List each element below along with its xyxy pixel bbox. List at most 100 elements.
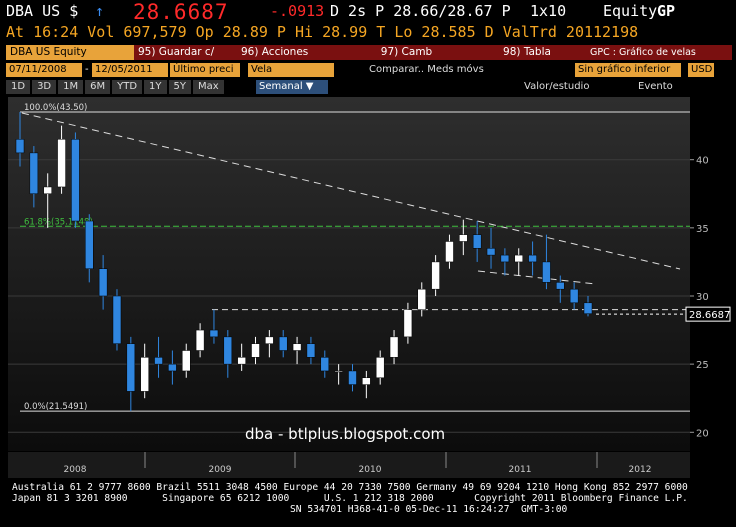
- candle-body: [209, 329, 219, 338]
- candle-body: [251, 343, 260, 358]
- footer-line: SN 534701 H368-41-0 05-Dec-11 16:24:27 G…: [290, 504, 568, 515]
- candle-body: [223, 336, 233, 365]
- x-tick-label: 2011: [509, 465, 532, 475]
- button[interactable]: 97) Camb: [345, 45, 468, 60]
- plot-area: [8, 97, 690, 451]
- chart-kind[interactable]: GPC : Gráfico de velas: [586, 45, 732, 60]
- security-input[interactable]: DBA US Equity: [6, 45, 134, 60]
- candle-body: [98, 268, 108, 297]
- candle-body: [181, 350, 191, 372]
- y-tick-label: 20: [696, 428, 709, 439]
- x-axis-strip: [8, 452, 690, 478]
- range-button[interactable]: 1Y: [144, 80, 167, 94]
- x-tick-label: 2009: [209, 465, 232, 475]
- candle-body: [57, 139, 66, 188]
- candle-body: [154, 357, 163, 365]
- button[interactable]: 95) Guardar c/: [134, 45, 237, 60]
- range-button[interactable]: 1D: [6, 80, 31, 94]
- candle-body: [320, 357, 330, 372]
- candle-body: [514, 254, 523, 263]
- style[interactable]: Vela: [248, 63, 334, 77]
- x-tick-label: 2008: [64, 465, 87, 475]
- candle-body: [362, 377, 371, 385]
- compare[interactable]: Comparar.. Meds móvs: [369, 64, 484, 75]
- candle-body: [403, 309, 413, 338]
- stats: At 16:24 Vol 697,579 Op 28.89 P Hi 28.99…: [6, 23, 639, 41]
- start-date[interactable]: 07/11/2008: [6, 63, 82, 77]
- candle-body: [237, 357, 246, 365]
- period[interactable]: Semanal ▼: [256, 80, 328, 94]
- candle-body: [389, 336, 399, 358]
- range-button[interactable]: YTD: [112, 80, 143, 94]
- level-label: 100.0%(43.50): [24, 103, 87, 113]
- range-button[interactable]: 6M: [85, 80, 111, 94]
- candle-body: [500, 254, 510, 263]
- range-button[interactable]: 5Y: [168, 80, 192, 94]
- candle-body: [431, 261, 440, 290]
- quote: D 2s P 28.66/28.67 P: [330, 2, 511, 20]
- candle-body: [417, 288, 427, 310]
- candle-body: [112, 295, 122, 344]
- candle-body: [445, 241, 454, 263]
- range-bar: 1D 3D 1M 6M YTD 1Y 5Y Max: [6, 80, 224, 94]
- last-price-box: [685, 306, 731, 322]
- event[interactable]: Evento: [638, 81, 673, 92]
- chart: 20 25 30 35 40 2008 2009 2010 2011 2012 100.0%(43.…: [8, 97, 731, 478]
- range-button[interactable]: 1M: [58, 80, 84, 94]
- annotation: dba - btlplus.blogspot.com: [245, 425, 445, 443]
- candle-body: [375, 357, 385, 379]
- candle-body: [348, 370, 357, 385]
- candle-body: [334, 370, 343, 373]
- candle-body: [486, 248, 496, 256]
- candle-body: [43, 186, 52, 195]
- candle-body: [583, 302, 593, 314]
- function: Equity: [603, 2, 658, 20]
- range-button[interactable]: 3D: [32, 80, 57, 94]
- y-tick-label: 30: [696, 292, 709, 303]
- dash: -: [85, 64, 89, 75]
- trend-line: [21, 112, 681, 270]
- candle-body: [306, 343, 316, 358]
- footer-line: Japan 81 3 3201 8900 Singapore 65 6212 1…: [12, 493, 688, 504]
- candle-body: [528, 254, 537, 263]
- candle-body: [29, 152, 39, 195]
- last-price-label: 28.6687: [689, 310, 730, 321]
- candle-body: [556, 282, 565, 290]
- button[interactable]: 96) Acciones: [237, 45, 345, 60]
- button[interactable]: 98) Tabla: [468, 45, 586, 60]
- candle-body: [15, 139, 25, 154]
- trend-line: [477, 270, 597, 285]
- end-date[interactable]: 12/05/2011: [92, 63, 168, 77]
- level-label: 0.0%(21.5491): [24, 402, 87, 412]
- x-tick-label: 2012: [629, 465, 652, 475]
- y-tick-label: 35: [696, 224, 709, 235]
- candle-body: [265, 336, 274, 344]
- candle-body: [292, 343, 302, 351]
- candle-body: [85, 220, 94, 269]
- y-tick-label: 25: [696, 360, 709, 371]
- candle-body: [278, 336, 288, 351]
- level-label: 61.8%(35.1148): [24, 217, 93, 227]
- lower-chart[interactable]: Sin gráfico inferior: [575, 63, 681, 77]
- candle-body: [472, 234, 482, 249]
- price: 28.6687: [133, 0, 229, 24]
- y-tick-label: 40: [696, 156, 709, 167]
- change: -.0913: [270, 2, 325, 20]
- x-tick-label: 2010: [359, 465, 382, 475]
- size: 1x10: [530, 2, 567, 20]
- candle-body: [542, 261, 551, 283]
- study[interactable]: Valor/estudio: [524, 81, 590, 92]
- candle-body: [71, 139, 80, 222]
- range-button[interactable]: Max: [193, 80, 224, 94]
- candle-body: [195, 329, 205, 351]
- currency[interactable]: USD: [688, 63, 714, 77]
- footer-line: Australia 61 2 9777 8600 Brazil 5511 304…: [12, 482, 688, 493]
- function-code: GP: [657, 2, 676, 20]
- candle-body: [126, 343, 136, 392]
- ticker: DBA US $: [6, 2, 79, 20]
- field[interactable]: Último preci: [170, 63, 240, 77]
- candle-body: [569, 288, 579, 304]
- arrow: ↑: [95, 2, 105, 20]
- candle-body: [140, 357, 149, 392]
